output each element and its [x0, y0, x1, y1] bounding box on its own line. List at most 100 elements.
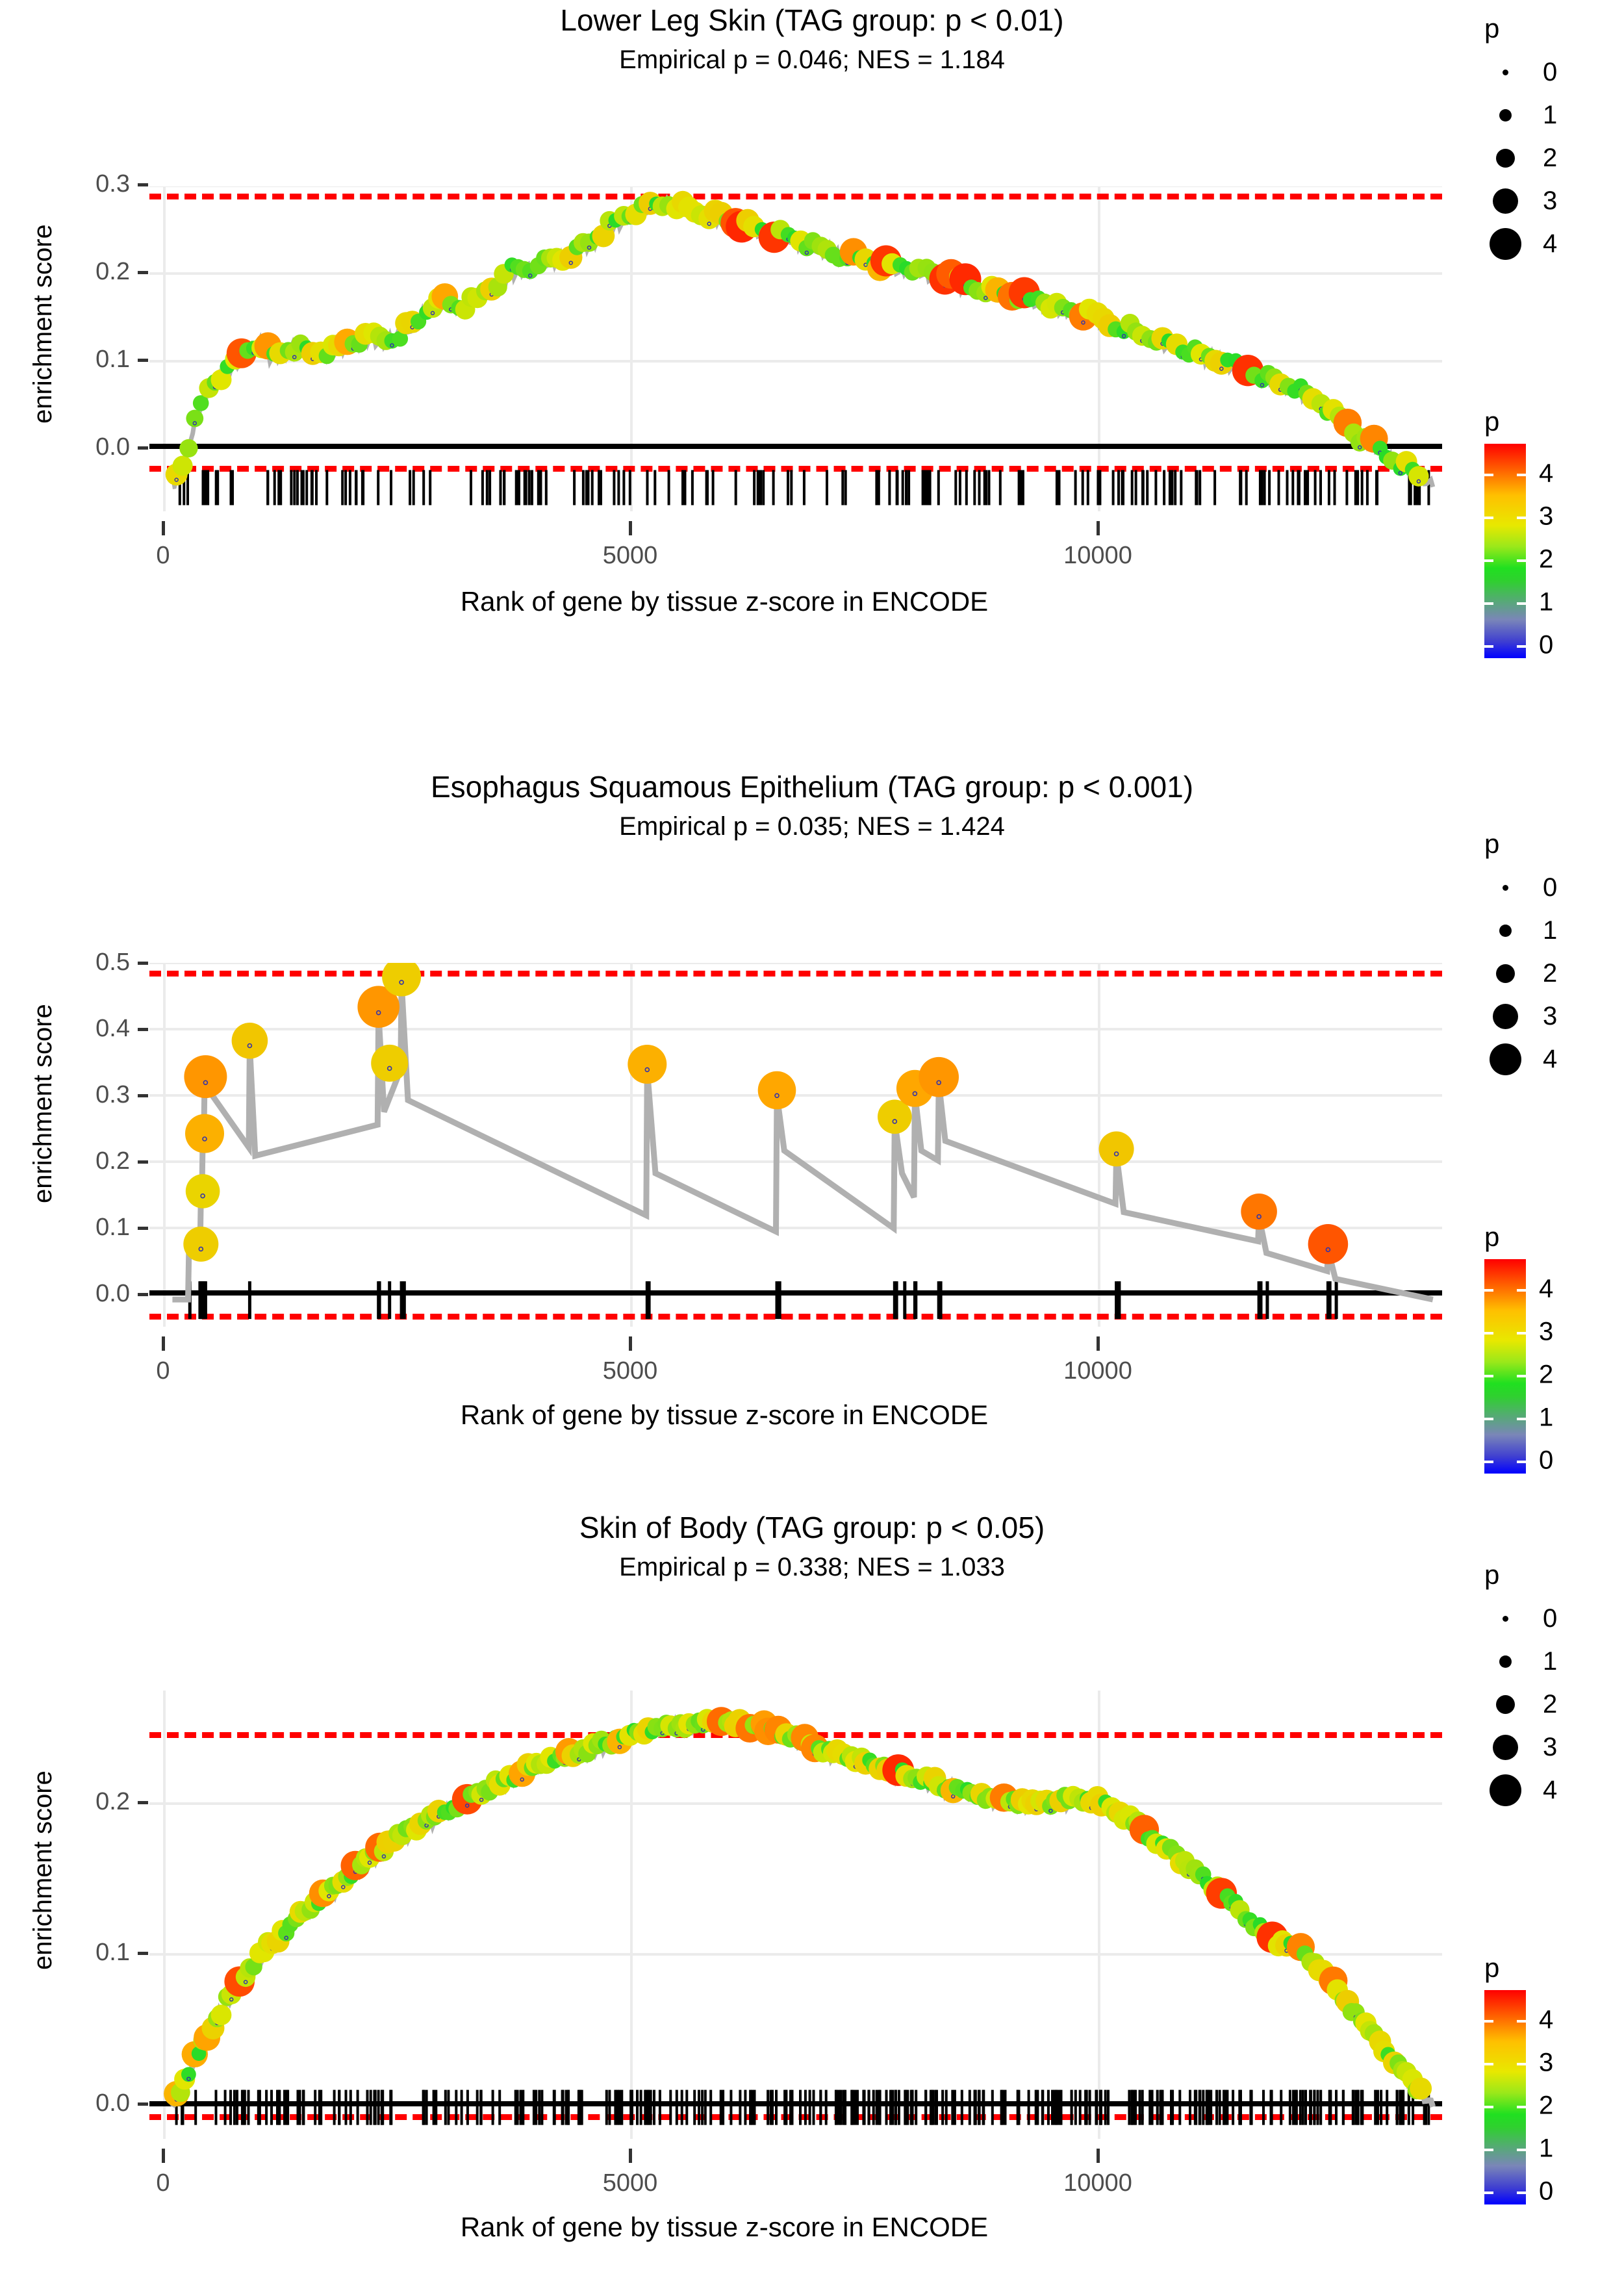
data-point	[185, 1114, 224, 1153]
size-label-1: 1	[1543, 100, 1558, 129]
rug-tick	[911, 2089, 914, 2125]
size-label-0: 0	[1543, 1603, 1558, 1633]
rug-tick	[1058, 2089, 1061, 2125]
size-dot-2	[1484, 964, 1526, 983]
rug-tick	[839, 2089, 843, 2125]
legend-size-item[interactable]: 0	[1484, 1597, 1557, 1640]
data-point-marker	[804, 250, 809, 255]
rug-tick	[1085, 2089, 1088, 2125]
rug-tick	[1304, 2089, 1307, 2125]
panel-2-xlabel: Rank of gene by tissue z-score in ENCODE	[460, 1399, 989, 1430]
size-dot-3	[1484, 188, 1526, 214]
rug-tick	[1262, 2089, 1265, 2125]
rug-tick	[566, 2089, 570, 2125]
panel-2-ytick-0.0: 0.0	[95, 1280, 130, 1307]
data-point	[1410, 2077, 1432, 2100]
rug-tick	[296, 470, 299, 505]
rug-tick	[954, 470, 958, 505]
rug-tick	[552, 2089, 555, 2125]
rug-tick	[374, 2089, 377, 2125]
legend-size-item[interactable]: 1	[1484, 909, 1557, 952]
rug-tick	[277, 2089, 281, 2125]
size-dot-4	[1484, 227, 1526, 260]
legend-size-item[interactable]: 4	[1484, 222, 1557, 265]
legend-size-item[interactable]: 1	[1484, 94, 1557, 136]
size-dot-1	[1484, 1655, 1526, 1668]
rug-tick	[1412, 2089, 1415, 2125]
rug-tick	[425, 2089, 428, 2125]
color-gradient-bar[interactable]	[1484, 1259, 1526, 1474]
rug-tick	[711, 470, 715, 505]
rug-tick	[1052, 2089, 1056, 2125]
panel-3-curve	[164, 1707, 1436, 2125]
panel-1-gridline-10000	[1098, 186, 1100, 511]
legend-size-item[interactable]: 3	[1484, 995, 1557, 1038]
rug-tick	[460, 2089, 463, 2125]
color-gradient-bar[interactable]	[1484, 1990, 1526, 2204]
rug-tick	[214, 470, 218, 505]
panel-2-color-legend: p 4 3 2 1 0	[1484, 1221, 1591, 1475]
rug-tick	[824, 2089, 828, 2125]
rug-tick	[894, 1281, 898, 1320]
legend-size-item[interactable]: 0	[1484, 51, 1557, 94]
panel-2-title: Esophagus Squamous Epithelium (TAG group…	[430, 770, 1194, 804]
data-point	[371, 1044, 409, 1082]
rug-tick	[1128, 2089, 1131, 2125]
legend-size-item[interactable]: 2	[1484, 136, 1557, 179]
color-label-3: 3	[1539, 2048, 1554, 2077]
color-gradient-bar[interactable]	[1484, 444, 1526, 658]
rug-tick	[257, 2089, 260, 2125]
legend-size-item[interactable]: 2	[1484, 952, 1557, 995]
rug-tick	[639, 2089, 642, 2125]
rug-tick	[470, 470, 472, 505]
data-point-marker	[192, 421, 197, 426]
rug-tick	[1409, 470, 1412, 505]
data-point	[1308, 1224, 1349, 1264]
rug-tick	[1360, 470, 1364, 505]
rug-tick	[1423, 2089, 1426, 2125]
data-point	[919, 1056, 959, 1097]
rug-tick	[907, 470, 911, 505]
panel-3-gridline-0.2	[149, 1802, 1442, 1805]
rug-tick	[799, 2089, 802, 2125]
panel-3-xtick-10000: 10000	[1063, 2169, 1132, 2197]
panel-2-ytickmark-0.2	[138, 1160, 148, 1164]
rug-tick	[605, 2089, 608, 2125]
rug-tick	[1319, 2089, 1323, 2125]
rug-tick	[1174, 470, 1177, 505]
legend-size-item[interactable]: 1	[1484, 1640, 1557, 1683]
rug-tick	[194, 2089, 197, 2125]
legend-size-item[interactable]: 3	[1484, 179, 1557, 222]
rug-tick	[636, 2089, 639, 2125]
rug-tick	[937, 470, 940, 505]
rug-tick	[842, 2089, 845, 2125]
legend-size-item[interactable]: 0	[1484, 866, 1557, 909]
rug-tick	[491, 2089, 494, 2125]
panel-1-xtick-10000: 10000	[1063, 542, 1132, 569]
legend-size-item[interactable]: 3	[1484, 1726, 1557, 1769]
rug-tick	[498, 2089, 501, 2125]
rug-tick	[826, 470, 828, 505]
data-point-marker	[707, 222, 711, 226]
panel-3-subtitle: Empirical p = 0.338; NES = 1.033	[619, 1553, 1005, 1581]
panel-2-size-legend-title: p	[1484, 828, 1500, 859]
legend-size-item[interactable]: 4	[1484, 1038, 1557, 1080]
rug-tick	[1380, 2089, 1383, 2125]
legend-size-item[interactable]: 4	[1484, 1769, 1557, 1811]
rug-tick	[1386, 2089, 1389, 2125]
panel-2-curve	[172, 963, 1434, 1320]
legend-size-item[interactable]: 2	[1484, 1683, 1557, 1726]
rug-tick	[565, 2089, 568, 2125]
rug-tick	[518, 470, 520, 505]
rug-tick	[613, 470, 616, 505]
panel-1-gridline-0.1	[149, 360, 1442, 363]
rug-tick	[1054, 2089, 1058, 2125]
data-point	[392, 331, 409, 347]
rug-tick	[1036, 2089, 1039, 2125]
rug-tick	[1407, 2089, 1410, 2125]
rug-tick	[1249, 2089, 1252, 2125]
data-point-marker	[390, 343, 394, 348]
rug-tick	[258, 2089, 261, 2125]
data-point-marker	[430, 311, 435, 316]
rug-tick	[1291, 470, 1295, 505]
